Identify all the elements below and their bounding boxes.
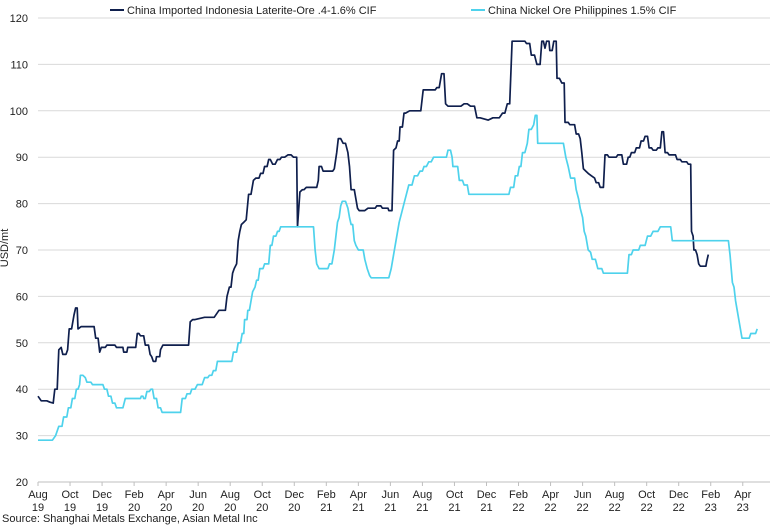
x-tick-label-month: Oct	[638, 489, 655, 501]
x-tick-label-year: 21	[416, 502, 428, 514]
y-axis-label: USD/mt	[0, 229, 11, 268]
x-tick-label-year: 19	[32, 502, 44, 514]
x-tick-label-month: Feb	[317, 489, 336, 501]
x-tick-label-month: Feb	[509, 489, 528, 501]
x-tick-label-year: 23	[737, 502, 749, 514]
y-axis-ticks: 20 30 40 50 60 70 80 90 100 110 120	[10, 13, 28, 489]
x-tick-label-month: Apr	[158, 489, 175, 501]
x-tick-label-year: 19	[96, 502, 108, 514]
x-tick-label-month: Oct	[446, 489, 463, 501]
source-note: Source: Shanghai Metals Exchange, Asian …	[2, 513, 258, 525]
x-tick-label-year: 19	[64, 502, 76, 514]
y-tick-label: 110	[10, 59, 28, 71]
x-tick-label-year: 21	[480, 502, 492, 514]
legend-label-philippines: China Nickel Ore Philippines 1.5% CIF	[488, 5, 677, 17]
x-tick-label-year: 22	[512, 502, 524, 514]
x-tick-label-month: Dec	[284, 489, 304, 501]
y-tick-label: 20	[16, 477, 28, 489]
x-tick-label-month: Apr	[542, 489, 559, 501]
x-tick-label-year: 21	[384, 502, 396, 514]
x-tick-label-year: 20	[192, 502, 204, 514]
x-axis-ticks: Aug19Oct19Dec19Feb20Apr20Jun20Aug20Oct20…	[28, 482, 752, 514]
x-tick-label-month: Feb	[701, 489, 720, 501]
x-tick-label-year: 22	[673, 502, 685, 514]
x-tick-label-year: 22	[609, 502, 621, 514]
legend-label-laterite: China Imported Indonesia Laterite-Ore .4…	[127, 5, 377, 17]
series-line-philippines	[38, 114, 759, 442]
x-tick-label-year: 21	[448, 502, 460, 514]
x-tick-label-year: 20	[160, 502, 172, 514]
x-tick-label-month: Aug	[28, 489, 48, 501]
x-tick-label-year: 20	[288, 502, 300, 514]
x-tick-label-year: 20	[128, 502, 140, 514]
x-tick-label-month: Feb	[125, 489, 144, 501]
y-tick-label: 80	[16, 199, 28, 211]
x-tick-label-month: Apr	[350, 489, 367, 501]
legend: China Imported Indonesia Laterite-Ore .4…	[110, 5, 677, 17]
x-tick-label-year: 22	[576, 502, 588, 514]
x-tick-label-month: Dec	[477, 489, 497, 501]
x-tick-label-month: Oct	[254, 489, 271, 501]
y-tick-label: 70	[16, 245, 28, 257]
x-tick-label-month: Aug	[605, 489, 625, 501]
y-tick-label: 60	[16, 291, 28, 303]
x-tick-label-year: 21	[320, 502, 332, 514]
x-tick-label-month: Aug	[413, 489, 433, 501]
x-tick-label-year: 22	[641, 502, 653, 514]
x-tick-label-year: 20	[224, 502, 236, 514]
x-tick-label-year: 22	[544, 502, 556, 514]
x-tick-label-month: Apr	[734, 489, 751, 501]
x-tick-label-month: Oct	[61, 489, 78, 501]
x-tick-label-year: 21	[352, 502, 364, 514]
x-tick-label-month: Dec	[92, 489, 112, 501]
y-tick-label: 100	[10, 106, 28, 118]
y-tick-label: 30	[16, 431, 28, 443]
x-tick-label-year: 23	[705, 502, 717, 514]
x-tick-label-month: Jun	[189, 489, 207, 501]
x-tick-label-month: Jun	[382, 489, 400, 501]
y-tick-label: 50	[16, 338, 28, 350]
y-tick-label: 90	[16, 152, 28, 164]
series-line-laterite	[37, 40, 710, 404]
y-tick-label: 120	[10, 13, 28, 25]
x-tick-label-month: Jun	[574, 489, 592, 501]
y-tick-label: 40	[16, 384, 28, 396]
x-tick-label-month: Dec	[669, 489, 689, 501]
series-lines	[37, 40, 759, 442]
x-tick-label-month: Aug	[220, 489, 240, 501]
x-tick-label-year: 20	[256, 502, 268, 514]
